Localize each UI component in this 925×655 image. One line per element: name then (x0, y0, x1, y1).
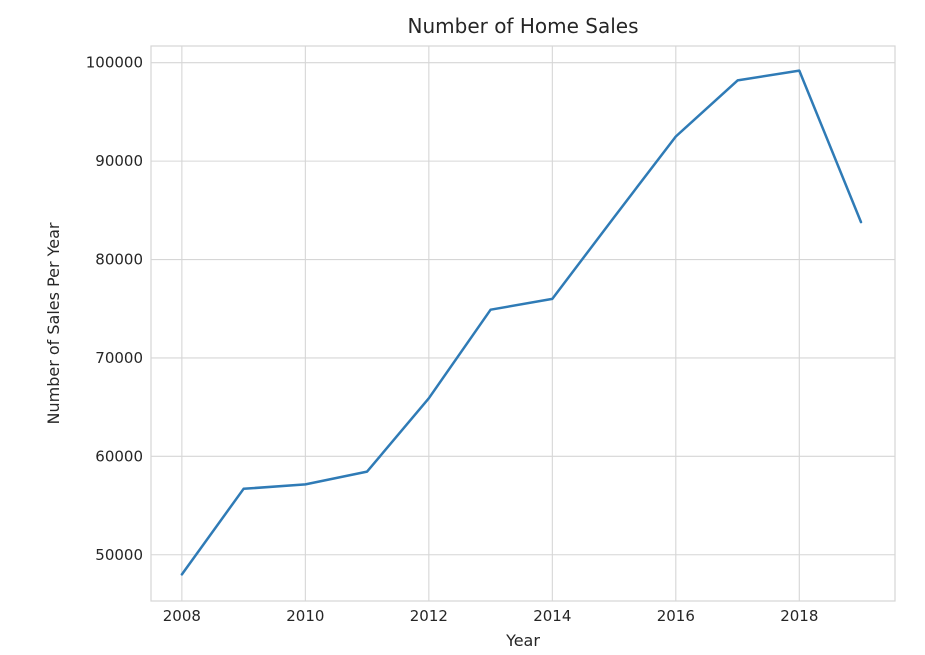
chart-title: Number of Home Sales (408, 14, 639, 38)
x-axis-label: Year (505, 631, 540, 650)
y-tick-label: 70000 (95, 349, 143, 367)
y-tick-label: 100000 (86, 54, 143, 72)
series-layer (180, 69, 863, 576)
x-tick-label: 2010 (286, 607, 324, 625)
grid-lines (151, 46, 895, 601)
y-tick-label: 80000 (95, 251, 143, 269)
y-axis-label: Number of Sales Per Year (44, 222, 63, 424)
x-tick-label: 2016 (657, 607, 695, 625)
series-line (180, 69, 863, 576)
x-tick-label: 2008 (163, 607, 201, 625)
y-tick-label: 60000 (95, 447, 143, 465)
x-tick-label: 2014 (533, 607, 571, 625)
tick-labels: 2008 2010 2012 2014 2016 2018 50000 60000 70000 8… (86, 54, 819, 625)
x-tick-label: 2012 (410, 607, 448, 625)
x-tick-label: 2018 (780, 607, 818, 625)
y-tick-label: 50000 (95, 546, 143, 564)
y-tick-label: 90000 (95, 152, 143, 170)
plot-frame (150, 45, 896, 602)
